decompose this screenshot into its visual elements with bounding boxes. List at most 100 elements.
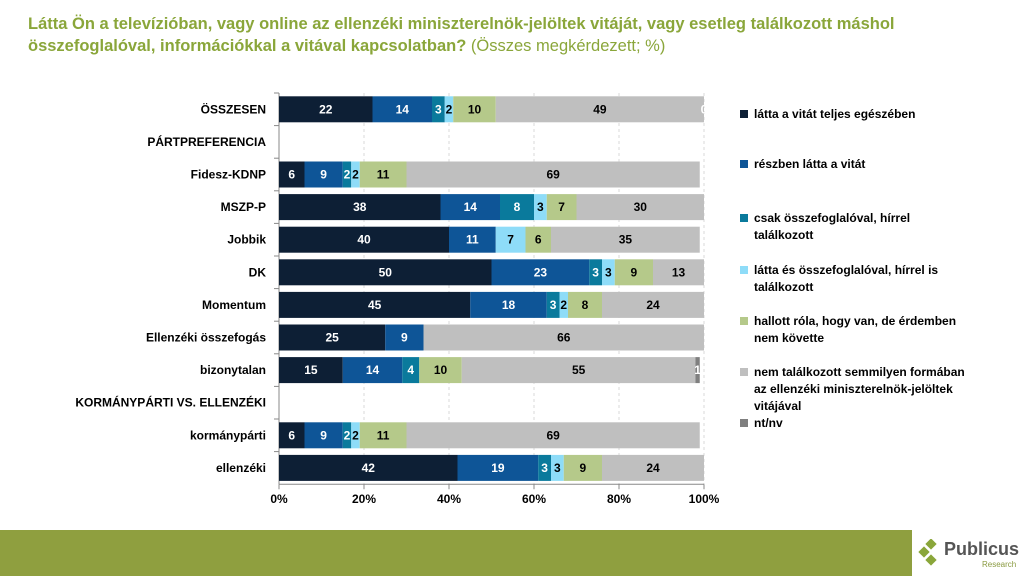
data-label: 6 [288, 428, 295, 442]
data-label: 2 [352, 428, 359, 442]
data-label: 3 [554, 461, 561, 475]
legend-swatch [740, 368, 748, 376]
data-label: 9 [320, 428, 327, 442]
bar-segment [406, 422, 700, 449]
data-label: 42 [362, 461, 376, 475]
data-label: 18 [502, 298, 516, 312]
data-label: 1 [694, 363, 701, 377]
data-label: 2 [344, 428, 351, 442]
bar-segment [546, 291, 560, 318]
data-label: 55 [572, 363, 586, 377]
legend-swatch [740, 317, 748, 325]
data-label: 66 [557, 331, 571, 345]
data-label: 11 [377, 428, 390, 442]
data-label: 50 [379, 265, 393, 279]
bar-segment [279, 161, 305, 188]
category-label: bizonytalan [200, 363, 266, 377]
legend-label: látta és összefoglalóval, hírrel is talá… [754, 263, 939, 294]
footer-bar [0, 530, 912, 576]
bar-segment [385, 324, 424, 351]
data-label: 3 [537, 200, 544, 214]
data-label: 2 [344, 168, 351, 182]
bar-segment [534, 194, 547, 221]
data-label: 25 [325, 331, 339, 345]
bar-segment [525, 226, 551, 253]
data-label: 30 [634, 200, 648, 214]
logo-text: Publicus [944, 539, 1020, 559]
category-label: DK [249, 265, 267, 279]
data-label: 35 [619, 233, 633, 247]
bar-segment [304, 161, 343, 188]
data-label: 9 [401, 331, 408, 345]
data-label: 15 [304, 363, 318, 377]
data-label: 3 [592, 265, 599, 279]
bar-segment [406, 161, 700, 188]
data-label: 24 [646, 298, 660, 312]
bar-segment [491, 259, 590, 286]
data-label: 19 [491, 461, 505, 475]
bar-segment [551, 454, 564, 481]
data-label: 8 [582, 298, 589, 312]
data-label: 3 [550, 298, 557, 312]
bar-segment [589, 259, 602, 286]
title-subtitle: (Összes megkérdezett; %) [466, 37, 666, 55]
x-tick-label: 60% [522, 492, 546, 506]
bar-segment [351, 161, 360, 188]
bar-segment [351, 422, 360, 449]
data-label: 6 [535, 233, 542, 247]
data-label: 3 [541, 461, 548, 475]
bar-segment [546, 194, 577, 221]
legend-swatch [740, 160, 748, 168]
data-label: 2 [446, 102, 453, 116]
legend-swatch [740, 214, 748, 222]
x-tick-label: 0% [270, 492, 288, 506]
data-label: 8 [514, 200, 521, 214]
bar-segment [342, 161, 352, 188]
category-label: PÁRTPREFERENCIA [147, 134, 266, 149]
title-main: Látta Ön a televízióban, vagy online az … [28, 15, 895, 55]
data-label: 9 [580, 461, 587, 475]
data-label: 2 [352, 168, 359, 182]
bar-segment [576, 194, 704, 221]
bar-segment [495, 96, 704, 123]
bar-segment [279, 291, 471, 318]
bar-segment [342, 357, 403, 384]
bar-segment [453, 96, 496, 123]
bar-segment [419, 357, 462, 384]
logo-diamond-icon [918, 539, 937, 566]
data-label: 14 [396, 102, 410, 116]
legend-swatch [740, 110, 748, 118]
bar-segment [500, 194, 534, 221]
data-label: 4 [407, 363, 414, 377]
x-tick-label: 100% [689, 492, 720, 506]
category-label: Fidesz-KDNP [191, 168, 266, 182]
bar-segment [551, 226, 700, 253]
category-label: Ellenzéki összefogás [146, 331, 266, 345]
legend-swatch [740, 419, 748, 427]
bar-segment [279, 194, 441, 221]
bar-segment [461, 357, 696, 384]
chart-title: Látta Ön a televízióban, vagy online az … [28, 13, 1008, 57]
bar-segment [342, 422, 352, 449]
data-label: 7 [558, 200, 565, 214]
x-tick-label: 20% [352, 492, 376, 506]
bar-segment [279, 259, 492, 286]
data-label: 14 [464, 200, 478, 214]
bar-segment [444, 96, 454, 123]
bar-segment [559, 291, 568, 318]
data-label: 3 [605, 265, 612, 279]
bar-segment [304, 422, 343, 449]
data-label: 69 [546, 168, 560, 182]
legend-label: nem találkozott semmilyen formában az el… [754, 365, 965, 413]
data-label: 10 [434, 363, 448, 377]
bar-segment [279, 96, 373, 123]
data-label: 11 [466, 233, 479, 247]
data-label: 2 [560, 298, 567, 312]
data-label: 11 [377, 168, 390, 182]
bar-segment [449, 226, 496, 253]
category-label: ÖSSZESEN [201, 101, 266, 116]
data-label: 6 [288, 168, 295, 182]
legend-label: látta a vitát teljes egészében [754, 107, 916, 121]
x-tick-label: 80% [607, 492, 631, 506]
bar-segment [602, 259, 615, 286]
